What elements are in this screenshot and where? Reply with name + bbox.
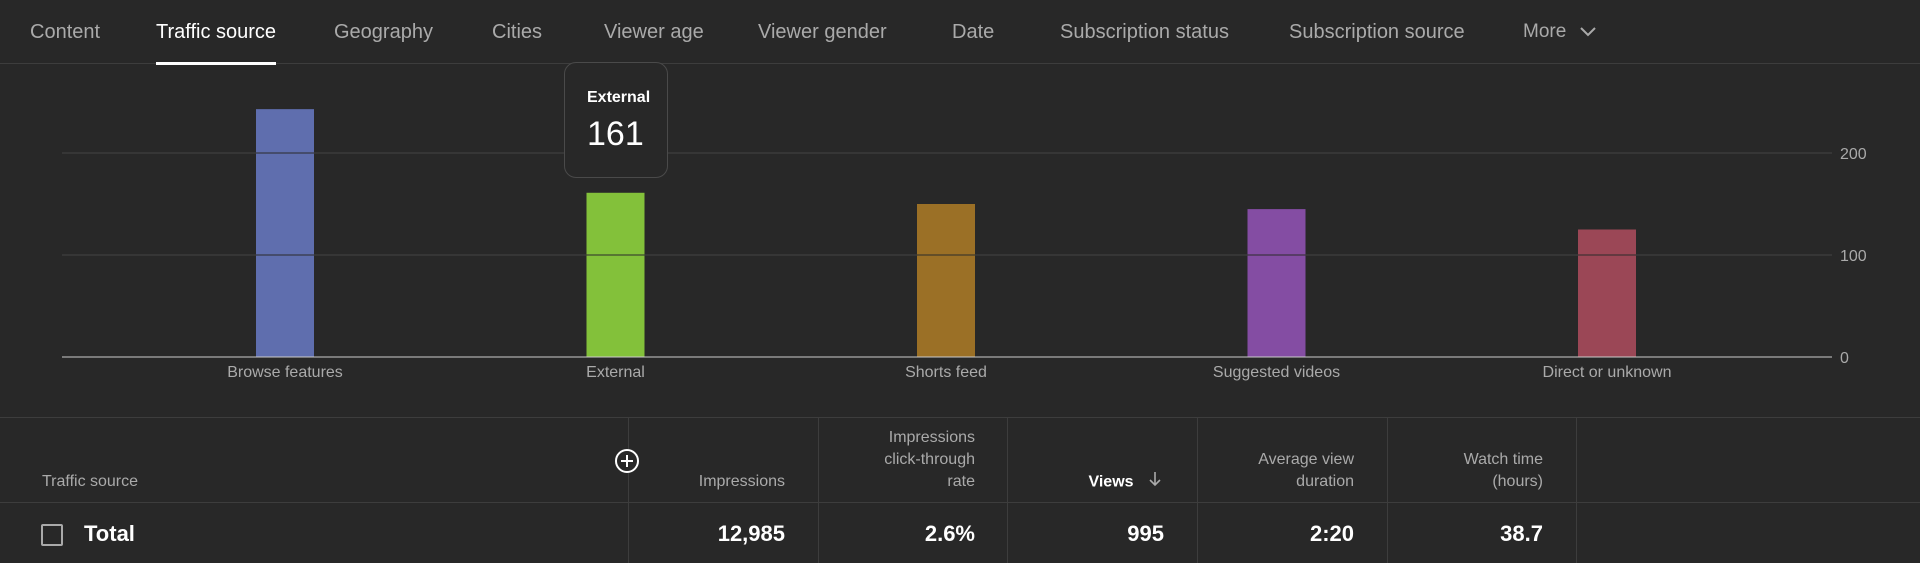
total-views: 995	[1127, 521, 1164, 546]
total-row-checkbox[interactable]	[41, 524, 63, 546]
header-avd-line: duration	[1296, 473, 1354, 490]
more-label: More	[1523, 21, 1567, 43]
header-ctr[interactable]: Impressions click-through rate	[830, 427, 975, 493]
header-ctr-line: click-through	[884, 451, 975, 468]
x-tick-label: Suggested videos	[1213, 364, 1340, 381]
tab-viewer-gender[interactable]: Viewer gender	[758, 21, 887, 43]
tab-subscription-source[interactable]: Subscription source	[1289, 21, 1465, 43]
header-watch-time[interactable]: Watch time (hours)	[1400, 449, 1543, 493]
y-tick-label: 0	[1840, 350, 1849, 367]
column-divider	[628, 418, 629, 563]
tab-geography[interactable]: Geography	[334, 21, 433, 43]
x-tick-label: Shorts feed	[905, 364, 987, 381]
bar	[256, 109, 314, 357]
tab-content[interactable]: Content	[30, 21, 101, 43]
header-watch-line: Watch time	[1463, 451, 1543, 468]
total-ctr: 2.6%	[924, 521, 975, 546]
bar	[917, 204, 975, 357]
x-tick-label: Direct or unknown	[1543, 364, 1672, 381]
total-impressions: 12,985	[717, 521, 785, 546]
tab-subscription-status[interactable]: Subscription status	[1060, 21, 1229, 43]
x-tick-label: External	[586, 364, 645, 381]
column-divider	[1576, 418, 1577, 563]
bar	[1578, 229, 1636, 357]
y-tick-label: 100	[1840, 248, 1867, 265]
column-divider	[1007, 418, 1008, 563]
chart-tooltip: External 161	[564, 62, 668, 178]
header-ctr-line: rate	[947, 473, 975, 490]
header-divider	[0, 502, 1920, 503]
tooltip-value: 161	[587, 115, 644, 153]
plus-circle-icon[interactable]	[615, 449, 639, 473]
chevron-down-icon	[1579, 0, 1596, 64]
tab-viewer-age[interactable]: Viewer age	[604, 21, 704, 43]
report-tabs: Content Traffic source Geography Cities …	[0, 0, 1920, 65]
header-views-label: Views	[1088, 473, 1134, 491]
tooltip-label: External	[587, 89, 651, 106]
y-tick-label: 200	[1840, 146, 1867, 163]
tab-date[interactable]: Date	[952, 21, 995, 43]
column-divider	[1197, 418, 1198, 563]
header-watch-line: (hours)	[1492, 473, 1543, 490]
table-top-divider	[0, 417, 1920, 418]
more-tabs-button[interactable]: More	[1523, 0, 1596, 64]
header-average-view-duration[interactable]: Average view duration	[1210, 449, 1354, 493]
total-watch-time: 38.7	[1500, 521, 1543, 546]
column-divider	[1387, 418, 1388, 563]
column-divider	[818, 418, 819, 563]
header-impressions[interactable]: Impressions	[698, 473, 785, 490]
header-ctr-line: Impressions	[888, 429, 975, 446]
x-tick-label: Browse features	[227, 364, 343, 381]
tab-cities[interactable]: Cities	[492, 21, 543, 43]
arrow-down-icon	[1148, 471, 1162, 494]
header-views[interactable]: Views	[1020, 471, 1162, 494]
header-avd-line: Average view	[1258, 451, 1354, 468]
total-average-view-duration: 2:20	[1309, 521, 1354, 546]
total-row-label: Total	[84, 521, 135, 546]
tab-traffic-source[interactable]: Traffic source	[156, 0, 277, 65]
bar	[586, 192, 645, 357]
traffic-source-bar-chart: 0 100 200 Browse features External Shorts fee…	[62, 109, 1867, 381]
bar	[1247, 209, 1306, 357]
header-traffic-source[interactable]: Traffic source	[42, 473, 139, 490]
